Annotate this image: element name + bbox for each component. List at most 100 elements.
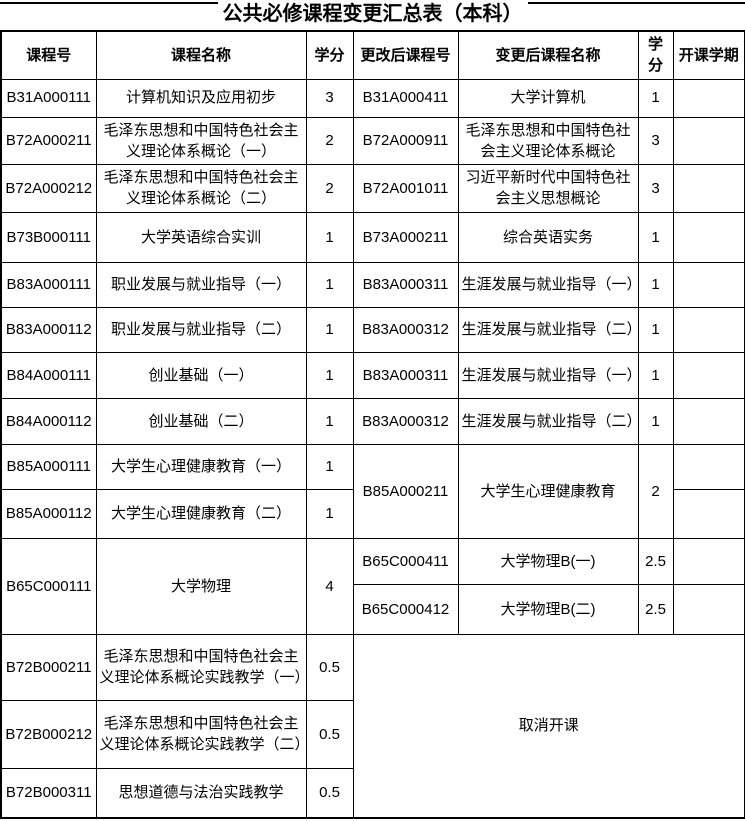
new-course-name-cell: 大学计算机 <box>457 78 639 118</box>
credit-cell: 1 <box>305 351 354 399</box>
header-course-name: 课程名称 <box>95 30 307 80</box>
course-code-cell: B73B000111 <box>0 211 97 263</box>
course-name-cell: 大学英语综合实训 <box>95 211 307 263</box>
table-row: B65C000412 大学物理B(二) 2.5 <box>1 583 745 635</box>
semester-cell <box>672 537 745 585</box>
course-code-cell: B84A000112 <box>0 397 97 445</box>
table-row: B31A000111 计算机知识及应用初步 3 B31A000411 大学计算机… <box>0 78 745 118</box>
credit-cell: 1 <box>305 488 354 539</box>
new-course-code-cell: B83A000311 <box>352 351 459 399</box>
course-name-cell: 毛泽东思想和中国特色社会主义理论体系概论（一） <box>95 116 307 166</box>
semester-cell <box>672 583 745 635</box>
credit-cell: 3 <box>305 78 354 118</box>
new-course-code-cell: B73A000211 <box>352 211 459 263</box>
semester-cell <box>672 261 745 308</box>
new-credit-cell: 3 <box>637 116 674 166</box>
course-code-cell: B72A000212 <box>0 164 97 213</box>
header-row: 课程号 课程名称 学分 更改后课程号 变更后课程名称 学分 开课学期 <box>0 30 745 80</box>
course-name-cell: 创业基础（二） <box>95 397 307 445</box>
course-code-cell: B83A000111 <box>0 261 97 308</box>
course-name-cell: 毛泽东思想和中国特色社会主义理论体系概论（二） <box>95 164 307 213</box>
credit-cell: 1 <box>305 397 354 445</box>
course-code-cell: B72A000211 <box>0 116 97 166</box>
course-name-cell: 大学生心理健康教育（二） <box>95 488 307 539</box>
new-course-code-cell: B72A000911 <box>352 116 459 166</box>
new-course-name-cell: 大学物理B(二) <box>457 583 639 635</box>
new-credit-cell: 1 <box>637 261 674 308</box>
new-credit-cell: 1 <box>637 78 674 118</box>
course-code-cell: B84A000111 <box>0 351 97 399</box>
course-name-cell: 计算机知识及应用初步 <box>95 78 307 118</box>
semester-cell <box>672 306 745 353</box>
header-course-code: 课程号 <box>0 30 97 80</box>
course-code-cell: B72B000311 <box>0 767 97 819</box>
table-row: B84A000112 创业基础（二） 1 B83A000312 生涯发展与就业指… <box>0 397 745 445</box>
header-credit: 学分 <box>305 30 354 80</box>
course-name-cell: 大学物理 <box>95 537 307 635</box>
new-course-code-cell: B65C000411 <box>352 537 459 585</box>
semester-cell <box>672 488 745 539</box>
credit-cell: 1 <box>305 443 354 490</box>
new-credit-cell: 1 <box>637 211 674 263</box>
table-row: B73B000111 大学英语综合实训 1 B73A000211 综合英语实务 … <box>0 211 745 263</box>
new-course-code-cell: B83A000312 <box>352 306 459 353</box>
new-course-code-cell: B83A000311 <box>352 261 459 308</box>
table-row: B83A000112 职业发展与就业指导（二） 1 B83A000312 生涯发… <box>0 306 745 353</box>
new-course-code-cell: B65C000412 <box>352 583 459 635</box>
course-name-cell: 毛泽东思想和中国特色社会主义理论体系概论实践教学（二） <box>95 699 307 769</box>
course-code-cell: B85A000112 <box>0 488 97 539</box>
new-course-code-cell: B85A000211 <box>352 443 459 539</box>
course-name-cell: 大学生心理健康教育（一） <box>95 443 307 490</box>
new-course-code-cell: B72A001011 <box>352 164 459 213</box>
header-new-credit: 学分 <box>637 30 674 80</box>
credit-cell: 1 <box>305 211 354 263</box>
table-row: B84A000111 创业基础（一） 1 B83A000311 生涯发展与就业指… <box>0 351 745 399</box>
table-row: B83A000111 职业发展与就业指导（一） 1 B83A000311 生涯发… <box>0 261 745 308</box>
new-course-name-cell: 大学生心理健康教育 <box>457 443 639 539</box>
semester-cell <box>672 397 745 445</box>
credit-cell: 2 <box>305 116 354 166</box>
credit-cell: 0.5 <box>305 633 354 701</box>
credit-cell: 2 <box>305 164 354 213</box>
course-name-cell: 创业基础（一） <box>95 351 307 399</box>
credit-cell: 0.5 <box>305 699 354 769</box>
new-credit-cell: 1 <box>637 397 674 445</box>
course-name-cell: 思想道德与法治实践教学 <box>95 767 307 819</box>
semester-cell <box>672 78 745 118</box>
credit-cell: 1 <box>305 261 354 308</box>
new-credit-cell: 2 <box>637 443 674 539</box>
table-row: B72A000211 毛泽东思想和中国特色社会主义理论体系概论（一） 2 B72… <box>0 116 745 166</box>
table-row: B72A000212 毛泽东思想和中国特色社会主义理论体系概论（二） 2 B72… <box>0 164 745 213</box>
new-course-code-cell: B83A000312 <box>352 397 459 445</box>
new-course-name-cell: 大学物理B(一) <box>457 537 639 585</box>
header-new-course-code: 更改后课程号 <box>352 30 459 80</box>
new-credit-cell: 2.5 <box>637 583 674 635</box>
new-course-code-cell: B31A000411 <box>352 78 459 118</box>
course-code-cell: B85A000111 <box>0 443 97 490</box>
credit-cell: 1 <box>305 306 354 353</box>
new-course-name-cell: 毛泽东思想和中国特色社会主义理论体系概论 <box>457 116 639 166</box>
cancelled-cell: 取消开课 <box>352 633 745 819</box>
credit-cell: 4 <box>305 537 354 635</box>
title-bar: 公共必修课程变更汇总表（本科） <box>0 0 745 30</box>
course-code-cell: B31A000111 <box>0 78 97 118</box>
course-name-cell: 职业发展与就业指导（一） <box>95 261 307 308</box>
new-credit-cell: 1 <box>637 351 674 399</box>
semester-cell <box>672 443 745 490</box>
table-row: B85A000112 大学生心理健康教育（二） 1 <box>0 488 745 539</box>
table-row: B65C000111 大学物理 4 B65C000411 大学物理B(一) 2.… <box>0 537 745 635</box>
course-code-cell: B65C000111 <box>0 537 97 635</box>
semester-cell <box>672 211 745 263</box>
semester-cell <box>672 351 745 399</box>
semester-cell <box>672 116 745 166</box>
course-name-cell: 毛泽东思想和中国特色社会主义理论体系概论实践教学（一） <box>95 633 307 701</box>
semester-cell <box>672 164 745 213</box>
new-credit-cell: 3 <box>637 164 674 213</box>
header-new-course-name: 变更后课程名称 <box>457 30 639 80</box>
new-credit-cell: 1 <box>637 306 674 353</box>
new-course-name-cell: 综合英语实务 <box>457 211 639 263</box>
course-name-cell: 职业发展与就业指导（二） <box>95 306 307 353</box>
header-semester: 开课学期 <box>672 30 745 80</box>
table-row: B72B000211 毛泽东思想和中国特色社会主义理论体系概论实践教学（一） 0… <box>0 633 745 819</box>
